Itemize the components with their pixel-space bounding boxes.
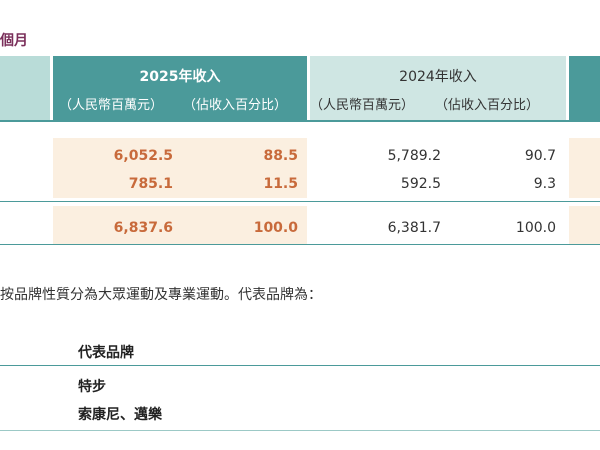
brand-intro-paragraph: 按品牌性質分為大眾運動及專業運動。代表品牌為：	[0, 287, 322, 303]
subtotal-rule	[0, 201, 600, 202]
header-bottom-rule	[0, 120, 600, 122]
header-left-stub	[0, 56, 50, 120]
header-2024-rmb: （人民幣百萬元）	[310, 98, 415, 113]
right-highlight-total	[569, 206, 600, 244]
header-2025-rmb: （人民幣百萬元）	[59, 98, 164, 113]
total-pct-2025: 100.0	[253, 220, 298, 236]
brand-bottom-rule	[0, 430, 600, 431]
table-cell-pct-2024: 9.3	[533, 176, 556, 192]
total-rmb-2024: 6,381.7	[387, 220, 441, 236]
table-cell-pct-2025: 11.5	[263, 176, 298, 192]
header-2024: 2024年收入 （人民幣百萬元） （佔收入百分比）	[310, 56, 566, 120]
header-2025: 2025年收入 （人民幣百萬元） （佔收入百分比）	[53, 56, 307, 120]
highlight-2025-total	[53, 206, 307, 244]
table-cell-pct-2024: 90.7	[524, 148, 556, 164]
right-highlight-rows	[569, 138, 600, 198]
header-2024-pct: （佔收入百分比）	[435, 98, 540, 113]
brand-item: 特步	[78, 379, 106, 395]
total-pct-2024: 100.0	[515, 220, 556, 236]
header-2024-title: 2024年收入	[399, 69, 477, 85]
table-cell-rmb-2024: 5,789.2	[387, 148, 441, 164]
brand-header-rule	[0, 365, 600, 366]
brand-item: 索康尼、邁樂	[78, 407, 162, 423]
header-2025-title: 2025年收入	[139, 69, 221, 85]
header-2025-pct: （佔收入百分比）	[183, 98, 288, 113]
brand-table-header: 代表品牌	[78, 345, 134, 361]
highlight-2025-rows	[53, 138, 307, 198]
period-label: 個月	[0, 33, 28, 49]
table-cell-rmb-2024: 592.5	[400, 176, 441, 192]
header-right-stub	[569, 56, 600, 120]
table-cell-rmb-2025: 6,052.5	[113, 148, 173, 164]
table-cell-pct-2025: 88.5	[263, 148, 298, 164]
total-rmb-2025: 6,837.6	[113, 220, 173, 236]
total-bottom-rule	[0, 244, 600, 245]
table-cell-rmb-2025: 785.1	[128, 176, 173, 192]
